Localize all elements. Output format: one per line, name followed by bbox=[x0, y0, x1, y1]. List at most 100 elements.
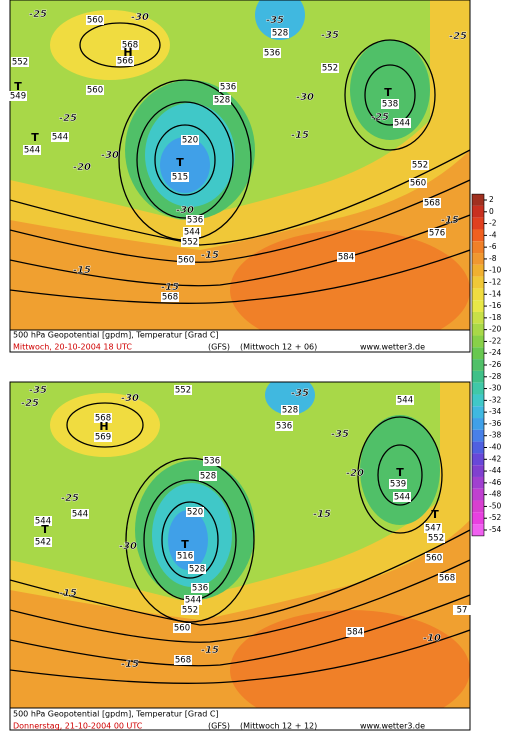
height-label: 552 bbox=[182, 238, 198, 248]
pressure-center: T bbox=[384, 86, 392, 99]
colorbar-cell bbox=[472, 276, 484, 289]
temperature-label: -15 bbox=[73, 265, 91, 276]
colorbar-cell bbox=[472, 370, 484, 383]
map-2 bbox=[10, 382, 470, 708]
colorbar-label: -28 bbox=[489, 372, 501, 381]
colorbar-cell bbox=[472, 194, 484, 206]
label-box bbox=[51, 132, 69, 142]
colorbar-cell bbox=[472, 288, 484, 301]
pressure-center: T bbox=[431, 508, 439, 521]
height-label: 560 bbox=[426, 554, 442, 564]
temperature-label: -35 bbox=[266, 15, 284, 26]
temperature-label: -20 bbox=[346, 468, 364, 479]
colorbar-cell bbox=[472, 382, 484, 395]
height-label: 566 bbox=[117, 57, 133, 67]
height-label: 57 bbox=[457, 606, 468, 616]
colorbar-label: -4 bbox=[489, 230, 497, 239]
label-box bbox=[116, 56, 134, 66]
label-box bbox=[275, 421, 293, 431]
height-label: 568 bbox=[175, 656, 191, 666]
colorbar-cell bbox=[472, 465, 484, 477]
temperature-label: -15 bbox=[59, 588, 77, 599]
temperature-label: -35 bbox=[291, 388, 309, 399]
label-box bbox=[428, 228, 446, 238]
label-box bbox=[177, 255, 195, 265]
temperature-label: -15 bbox=[161, 282, 179, 293]
temperature-label: -25 bbox=[61, 493, 79, 504]
height-label: 584 bbox=[347, 628, 363, 638]
label-box bbox=[396, 395, 414, 405]
colorbar-label: -20 bbox=[489, 325, 501, 334]
height-label: 568 bbox=[439, 574, 455, 584]
label-box bbox=[174, 655, 192, 665]
label-box bbox=[161, 292, 179, 302]
label-box bbox=[34, 537, 52, 547]
label-box bbox=[271, 28, 289, 38]
colorbar-cell bbox=[472, 311, 484, 324]
label-box bbox=[171, 172, 189, 182]
colorbar-label: -32 bbox=[489, 395, 501, 404]
colorbar-cell bbox=[472, 300, 484, 312]
height-label: 569 bbox=[95, 433, 111, 443]
label-box bbox=[188, 564, 206, 574]
label-box bbox=[121, 40, 139, 50]
height-label: 552 bbox=[428, 534, 444, 544]
height-label: 528 bbox=[189, 565, 205, 575]
label-box bbox=[181, 237, 199, 247]
colorbar-label: -42 bbox=[489, 454, 501, 463]
height-label: 536 bbox=[192, 584, 208, 594]
height-label: 536 bbox=[220, 83, 236, 93]
height-label: 547 bbox=[425, 524, 441, 534]
height-label: 560 bbox=[87, 86, 103, 96]
colorbar-label: -52 bbox=[489, 513, 501, 522]
height-label: 538 bbox=[382, 100, 398, 110]
caption: 500 hPa Geopotential [gpdm], Temperatur … bbox=[13, 710, 219, 719]
label-box bbox=[219, 82, 237, 92]
site: www.wetter3.de bbox=[360, 722, 425, 731]
height-label: 560 bbox=[410, 179, 426, 189]
pressure-center: T bbox=[31, 131, 39, 144]
label-box bbox=[86, 15, 104, 25]
colorbar-label: -34 bbox=[489, 407, 501, 416]
label-box bbox=[411, 160, 429, 170]
label-box bbox=[203, 456, 221, 466]
label-box bbox=[346, 627, 364, 637]
colorbar-cell bbox=[472, 453, 484, 466]
height-label: 528 bbox=[214, 96, 230, 106]
label-box bbox=[94, 413, 112, 423]
height-label: 536 bbox=[264, 49, 280, 59]
height-label: 542 bbox=[35, 538, 51, 548]
temperature-label: -25 bbox=[59, 113, 77, 124]
label-box bbox=[393, 118, 411, 128]
label-box bbox=[186, 507, 204, 517]
model: (GFS) bbox=[208, 722, 230, 731]
valid-date: Donnerstag, 21-10-2004 00 UTC bbox=[13, 722, 143, 731]
temperature-label: -35 bbox=[331, 429, 349, 440]
colorbar-cell bbox=[472, 500, 484, 513]
height-label: 544 bbox=[397, 396, 413, 406]
height-label: 544 bbox=[72, 510, 88, 520]
height-label: 528 bbox=[282, 406, 298, 416]
temperature-label: -30 bbox=[121, 393, 139, 404]
height-label: 568 bbox=[122, 41, 138, 51]
colorbar-label: -46 bbox=[489, 478, 501, 487]
model: (GFS) bbox=[208, 343, 230, 352]
height-label: 520 bbox=[187, 508, 203, 518]
colorbar-cell bbox=[472, 512, 484, 525]
colorbar-cell bbox=[472, 418, 484, 430]
colorbar-label: -10 bbox=[489, 266, 501, 275]
temperature-label: -15 bbox=[201, 645, 219, 656]
colorbar-cell bbox=[472, 323, 484, 336]
label-box bbox=[11, 57, 29, 67]
height-label: 549 bbox=[10, 92, 26, 102]
height-label: 544 bbox=[184, 228, 200, 238]
colorbar-label: 2 bbox=[489, 195, 494, 204]
temperature-label: -30 bbox=[296, 92, 314, 103]
run: (Mittwoch 12 + 12) bbox=[240, 722, 317, 731]
height-label: 544 bbox=[35, 517, 51, 527]
colorbar-label: -16 bbox=[489, 301, 501, 310]
label-box bbox=[425, 553, 443, 563]
temperature-label: -25 bbox=[21, 398, 39, 409]
height-label: 544 bbox=[24, 146, 40, 156]
temperature-label: -25 bbox=[371, 112, 389, 123]
